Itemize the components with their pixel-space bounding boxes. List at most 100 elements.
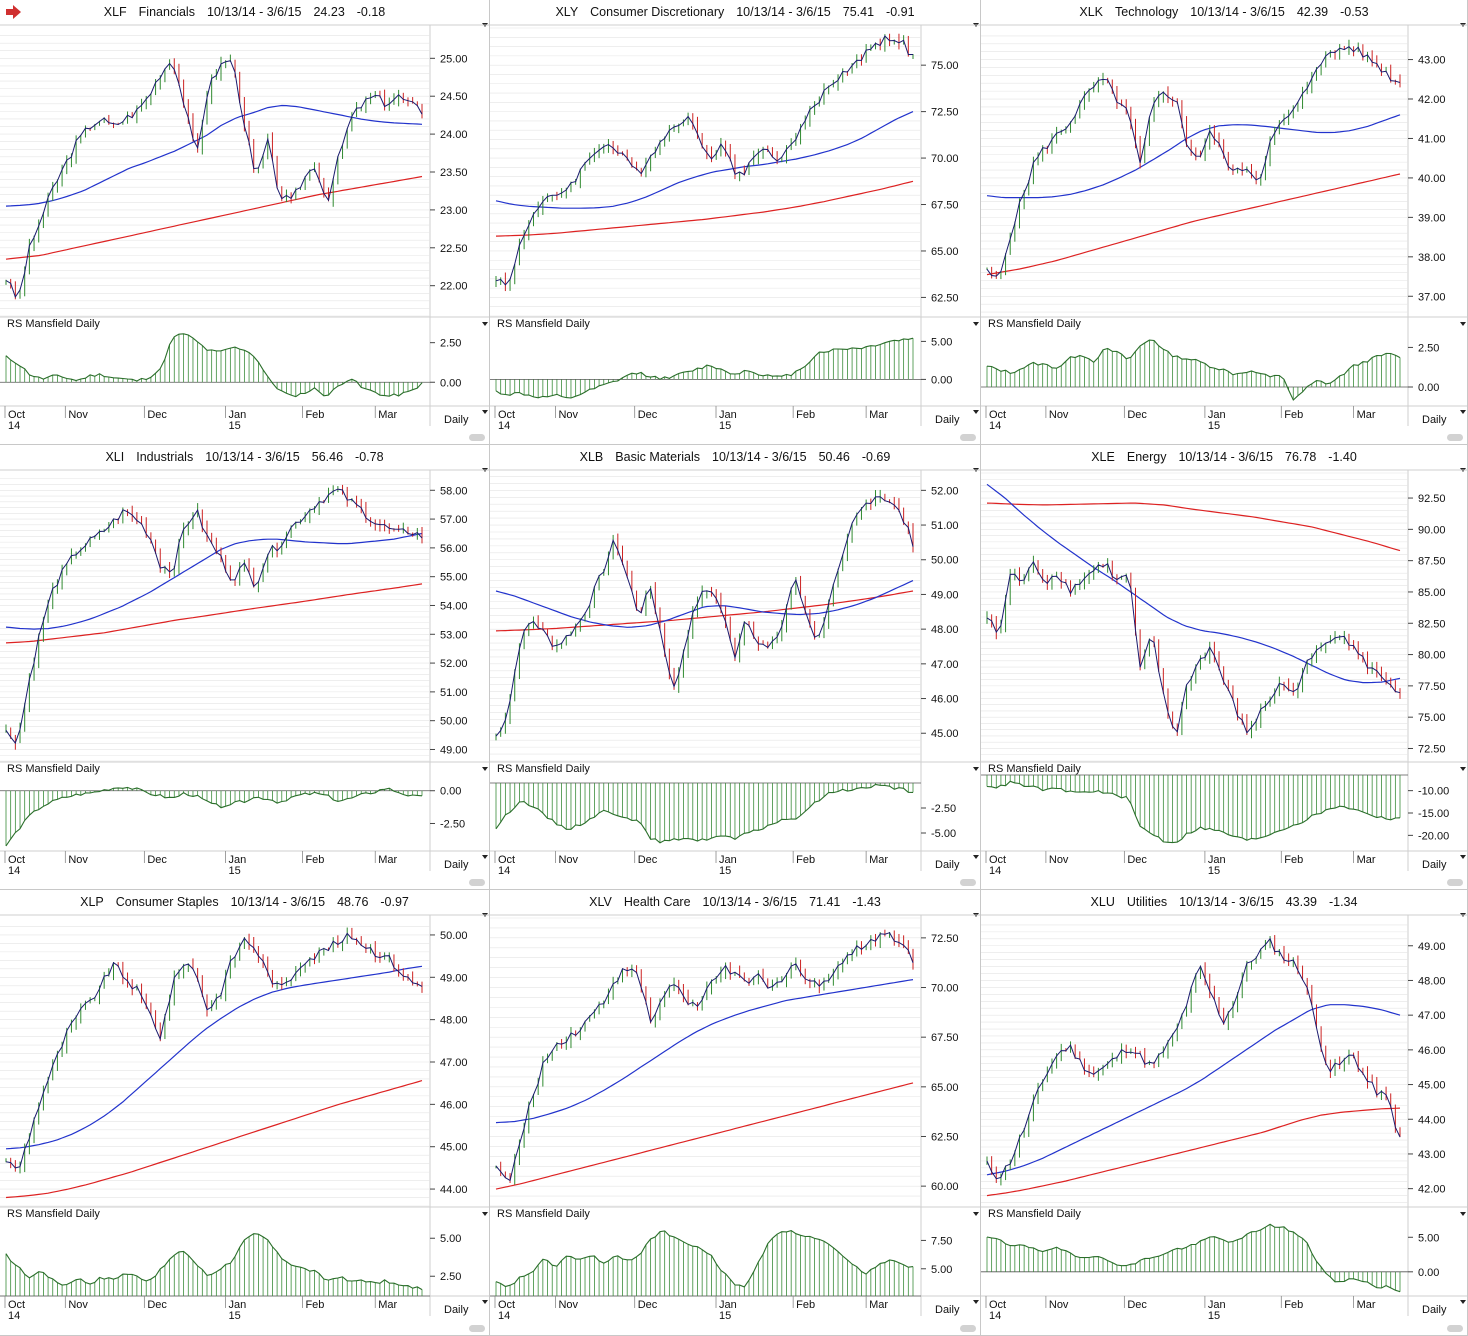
title-name: Technology [1115,5,1179,19]
scroll-handle[interactable] [1447,1325,1463,1332]
triangle-down-icon[interactable] [973,767,979,771]
triangle-down-icon[interactable] [1460,410,1466,414]
year-label: 15 [719,1310,731,1322]
rs-tick-label: -5.00 [931,828,956,840]
red-arrow-icon[interactable] [6,5,21,19]
period-label: Daily [1422,1304,1447,1316]
rs-title: RS Mansfield Daily [988,1208,1081,1220]
price-tick-label: 45.00 [440,1142,468,1154]
chart-title: XLU Utilities 10/13/14 - 3/6/15 43.39 -1.34 [981,890,1467,914]
triangle-down-icon[interactable] [973,322,979,326]
rs-line [986,780,1401,844]
triangle-down-icon[interactable] [482,767,488,771]
title-range: 10/13/14 - 3/6/15 [1178,450,1273,464]
price-tick-label: 77.50 [1418,681,1446,693]
scroll-handle[interactable] [960,434,976,441]
rs-line [986,339,1401,401]
ma-long-line [5,583,423,644]
chart-panel-xlp[interactable]: XLP Consumer Staples 10/13/14 - 3/6/15 48.7… [0,890,490,1336]
price-tick-label: 49.00 [440,744,468,756]
price-tick-label: 85.00 [1418,587,1446,599]
title-change: -0.97 [380,895,409,909]
scroll-handle[interactable] [469,879,485,886]
triangle-down-icon[interactable] [482,1300,488,1304]
rs-tick-label: -10.00 [1418,786,1449,798]
price-tick-label: 49.00 [1418,941,1446,953]
rs-title: RS Mansfield Daily [497,1208,590,1220]
triangle-down-icon[interactable] [973,1212,979,1216]
price-line [986,560,1401,734]
price-tick-label: 51.00 [931,520,959,532]
month-label: Oct [8,854,25,866]
price-tick-label: 40.00 [1418,173,1446,185]
title-change: -0.69 [861,450,891,464]
rs-histogram [5,333,423,397]
month-label: Feb [1284,409,1303,421]
triangle-down-icon[interactable] [482,1212,488,1216]
title-last: 24.23 [313,5,345,19]
month-label: Oct [8,1299,25,1311]
year-label: 15 [228,420,240,432]
scroll-handle[interactable] [960,879,976,886]
year-label: 14 [8,420,20,432]
period-label: Daily [1422,859,1447,871]
chart-panel-xle[interactable]: XLE Energy 10/13/14 - 3/6/15 76.78 -1.40 72.5… [981,445,1468,890]
ma-short-line [5,532,423,630]
price-line [5,488,423,745]
scroll-handle[interactable] [469,434,485,441]
triangle-down-icon[interactable] [482,855,488,859]
triangle-down-icon[interactable] [1460,1300,1466,1304]
month-label: Mar [869,409,888,421]
scroll-handle[interactable] [1447,434,1463,441]
period-label: Daily [444,859,469,871]
ma-long-line [986,173,1401,276]
ma-long-line [495,590,914,632]
triangle-down-icon[interactable] [1460,767,1466,771]
chart-panel-xlf[interactable]: XLF Financials 10/13/14 - 3/6/15 24.23 -0.18… [0,0,490,445]
rs-line [495,783,914,844]
year-label: 14 [989,865,1001,877]
chart-panel-xlu[interactable]: XLU Utilities 10/13/14 - 3/6/15 43.39 -1.34 4… [981,890,1468,1336]
scroll-handle[interactable] [469,1325,485,1332]
triangle-down-icon[interactable] [973,855,979,859]
title-last: 42.39 [1296,5,1329,19]
price-line [986,46,1401,277]
title-last: 56.46 [311,450,344,464]
rs-line [5,1233,423,1291]
scroll-handle[interactable] [1447,879,1463,886]
price-line [495,35,913,286]
price-tick-label: 47.00 [1418,1010,1446,1022]
month-label: Jan [719,854,737,866]
chart-title: XLF Financials 10/13/14 - 3/6/15 24.23 -0.18 [0,0,489,24]
price-tick-label: 52.00 [440,658,468,670]
price-bars [5,54,423,300]
month-label: Nov [68,1299,88,1311]
triangle-down-icon[interactable] [1460,855,1466,859]
chart-panel-xlk[interactable]: XLK Technology 10/13/14 - 3/6/15 42.39 -0.53… [981,0,1468,445]
triangle-down-icon[interactable] [482,322,488,326]
chart-panel-xlb[interactable]: XLB Basic Materials 10/13/14 - 3/6/15 50.46… [490,445,981,890]
chart-panel-xli[interactable]: XLI Industrials 10/13/14 - 3/6/15 56.46 -0.7… [0,445,490,890]
chart-title: XLB Basic Materials 10/13/14 - 3/6/15 50.46… [490,445,980,469]
year-label: 15 [228,865,240,877]
year-label: 14 [989,420,1001,432]
month-label: Feb [796,1299,815,1311]
triangle-down-icon[interactable] [973,410,979,414]
price-tick-label: 50.00 [440,930,468,942]
rs-tick-label: 0.00 [1418,1267,1439,1279]
period-label: Daily [444,1304,469,1316]
price-tick-label: 24.50 [440,91,468,103]
triangle-down-icon[interactable] [1460,322,1466,326]
rs-title: RS Mansfield Daily [7,1208,100,1220]
month-label: Nov [558,854,578,866]
scroll-handle[interactable] [960,1325,976,1332]
triangle-down-icon[interactable] [1460,1212,1466,1216]
triangle-down-icon[interactable] [482,410,488,414]
rs-title: RS Mansfield Daily [988,763,1081,775]
rs-histogram [495,783,914,843]
rs-title: RS Mansfield Daily [7,763,100,775]
chart-panel-xlv[interactable]: XLV Health Care 10/13/14 - 3/6/15 71.41 -1.4… [490,890,981,1336]
year-label: 15 [228,1310,240,1322]
triangle-down-icon[interactable] [973,1300,979,1304]
chart-panel-xly[interactable]: XLY Consumer Discretionary 10/13/14 - 3/6/… [490,0,981,445]
